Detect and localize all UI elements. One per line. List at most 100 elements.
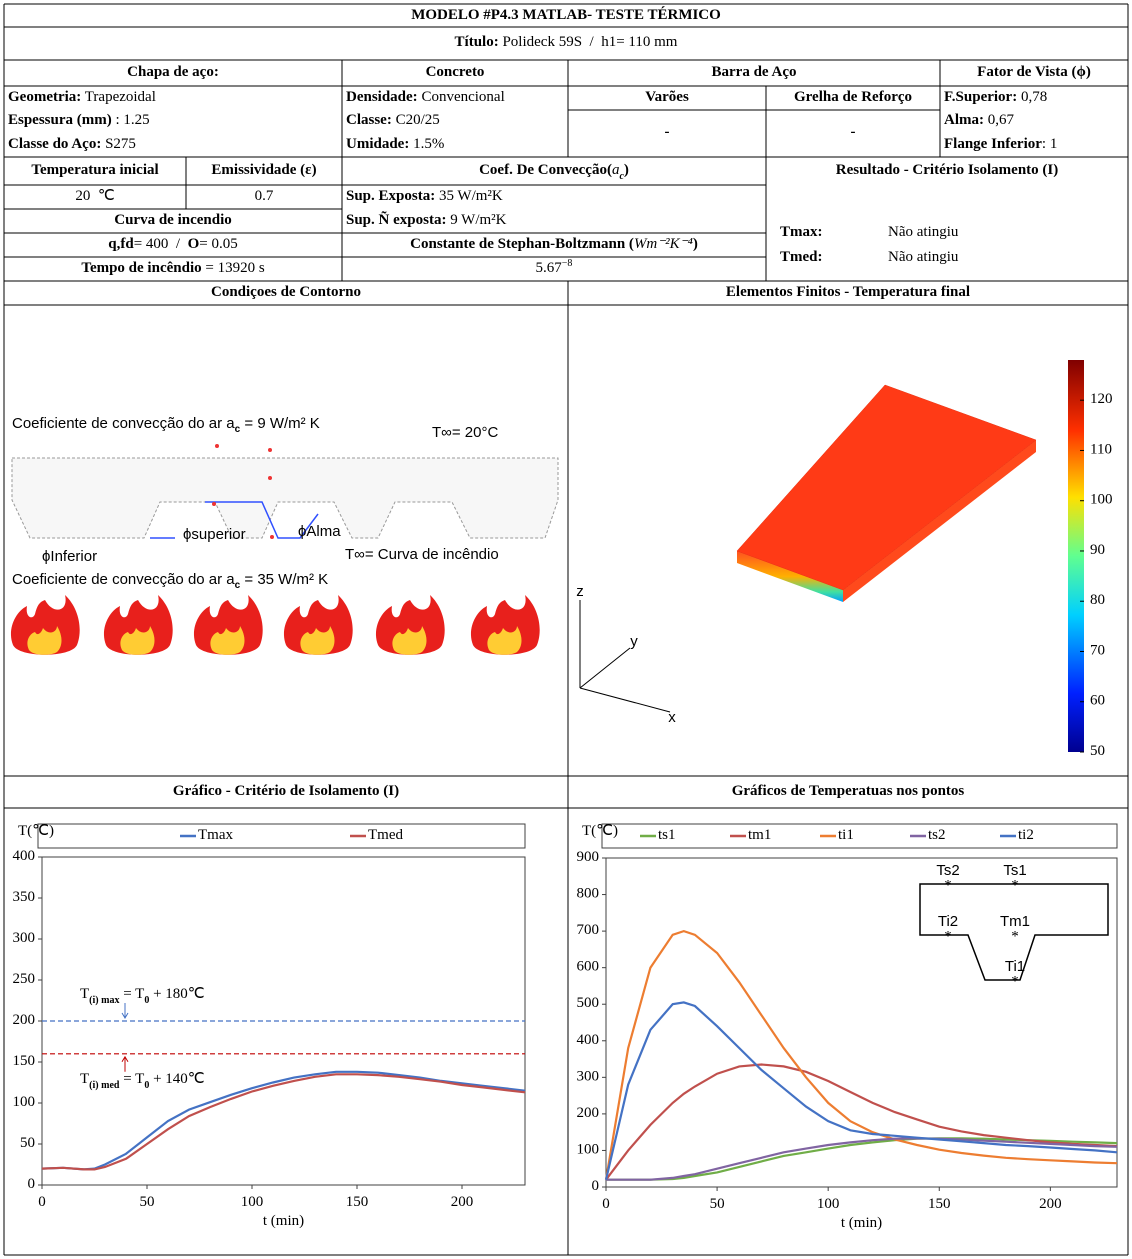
text-part: C20/25 <box>392 112 440 128</box>
text-part: F.Superior: <box>944 89 1017 105</box>
legend-label: Tmed <box>368 827 403 843</box>
text-part: 110 <box>1090 442 1112 458</box>
x-tick-label: 50 <box>710 1196 725 1212</box>
reference-label: T(i) max = T0 + 180℃ <box>80 986 205 1005</box>
cell: Classe: C20/25 <box>346 112 440 128</box>
text-part: Classe do Aço: <box>8 136 101 152</box>
inset-label: Tm1 <box>1000 913 1030 930</box>
text-part: ) <box>624 162 629 178</box>
legend-label: ti2 <box>1018 827 1034 843</box>
text-part: - <box>665 124 670 140</box>
text-part: Tmed <box>368 827 403 843</box>
y-tick-label: 700 <box>577 923 600 939</box>
text-part: Emissividade (ε) <box>211 162 316 178</box>
text-part: c <box>235 424 241 435</box>
y-tick-label: 900 <box>577 849 600 865</box>
text-part: = 13920 s <box>202 260 265 276</box>
text-part: 1.5% <box>409 136 444 152</box>
inset-label: Ti1 <box>1005 958 1025 975</box>
y-axis-label: T(℃) <box>582 823 618 839</box>
legend-label: ti1 <box>838 827 854 843</box>
plot-frame <box>605 857 1118 1188</box>
text-part: 80 <box>1090 593 1105 609</box>
colorbar-tick-label: 90 <box>1090 542 1105 558</box>
cell: 0.7 <box>255 188 274 204</box>
heading: Chapa de aço: <box>127 64 219 80</box>
axis-y <box>579 647 631 689</box>
text-part: T(℃) <box>582 823 618 839</box>
x-tick-label: 0 <box>38 1194 46 1210</box>
inset-shape <box>919 883 1109 981</box>
text-part: Resultado - Critério Isolamento (I) <box>836 162 1058 178</box>
diagram-label: Coeficiente de convecção do ar ac = 35 W… <box>12 571 328 591</box>
y-tick-label: 300 <box>577 1069 600 1085</box>
text-part: 100 <box>13 1094 36 1110</box>
text-part: T <box>80 1071 89 1087</box>
point <box>212 502 216 506</box>
text-part: Tm1 <box>1000 913 1030 930</box>
text-part: (i) med <box>89 1080 120 1091</box>
text-part: Espessura (mm) <box>8 112 112 128</box>
axis-letter: y <box>630 633 638 650</box>
text-part: + 140℃ <box>149 1071 204 1087</box>
cell: 20 ℃ <box>75 188 114 204</box>
diagram-label: ϕsuperior <box>183 526 246 543</box>
x-axis-label: t (min) <box>263 1213 304 1229</box>
text-part: 90 <box>1090 542 1105 558</box>
text-part: 60 <box>1090 693 1105 709</box>
heading: Fator de Vista (ϕ) <box>977 64 1091 80</box>
cell: Alma: 0,67 <box>944 112 1015 128</box>
legend-box <box>601 823 1118 849</box>
inset-point: * <box>944 877 952 893</box>
text-part: Tempo de incêndio <box>81 260 201 276</box>
text-part: = 35 W/m² K <box>240 571 328 588</box>
text-part: 300 <box>13 930 36 946</box>
cell: Tmed: <box>780 249 823 265</box>
text-part: Chapa de aço: <box>127 64 219 80</box>
text-part: ϕAlma <box>298 523 341 540</box>
text-part: a <box>612 162 620 178</box>
y-tick-label: 200 <box>13 1012 36 1028</box>
cell: F.Superior: 0,78 <box>944 89 1047 105</box>
reference-arrow <box>121 1003 129 1019</box>
legend-label: ts1 <box>658 827 676 843</box>
text-part: Curva de incendio <box>114 212 232 228</box>
text-part: Concreto <box>426 64 485 80</box>
cell: Espessura (mm) : 1.25 <box>8 112 150 128</box>
text-part: Temperatura inicial <box>31 162 158 178</box>
text-part: 70 <box>1090 643 1105 659</box>
text-part: 0.7 <box>255 188 274 204</box>
heading: Coef. De Convecção(ac) <box>479 162 629 181</box>
y-tick-label: 350 <box>13 889 36 905</box>
text-part: Ts1 <box>1003 862 1026 879</box>
text-part: 0 <box>144 1080 149 1091</box>
legend-label: tm1 <box>748 827 771 843</box>
text-part: Título: <box>455 34 499 50</box>
point <box>268 448 272 452</box>
y-axis-label: T(℃) <box>18 823 54 839</box>
text-part: 350 <box>13 889 36 905</box>
text-part: Coeficiente de convecção do ar a <box>12 415 235 432</box>
text-part: = T <box>119 1071 144 1087</box>
text-part: = T <box>119 986 144 1002</box>
y-tick-label: 100 <box>577 1142 600 1158</box>
cell: Sup. Exposta: 35 W/m²K <box>346 188 503 204</box>
text-part: + 180℃ <box>149 986 204 1002</box>
text-part: Gráficos de Temperatuas nos pontos <box>732 783 965 799</box>
text-part: 9 W/m²K <box>446 212 506 228</box>
text-part: Wm⁻²K⁻⁴ <box>634 236 693 252</box>
y-tick-label: 0 <box>592 1178 600 1194</box>
colorbar-tick-label: 100 <box>1090 492 1113 508</box>
y-tick-label: 0 <box>28 1176 36 1192</box>
text-part: Grelha de Reforço <box>794 89 912 105</box>
text-part: ts1 <box>658 827 676 843</box>
text-part: Densidade: <box>346 89 418 105</box>
text-part: Sup. Ñ exposta: <box>346 210 446 228</box>
table-borders <box>3 3 1129 1256</box>
diagram-label: T∞= Curva de incêndio <box>345 546 499 563</box>
text-part: ts2 <box>928 827 946 843</box>
text-part: T∞= Curva de incêndio <box>345 546 499 563</box>
text-part: Convencional <box>418 89 505 105</box>
heading: Resultado - Critério Isolamento (I) <box>836 162 1058 178</box>
text-part: Constante de Stephan-Boltzmann ( <box>410 236 634 252</box>
